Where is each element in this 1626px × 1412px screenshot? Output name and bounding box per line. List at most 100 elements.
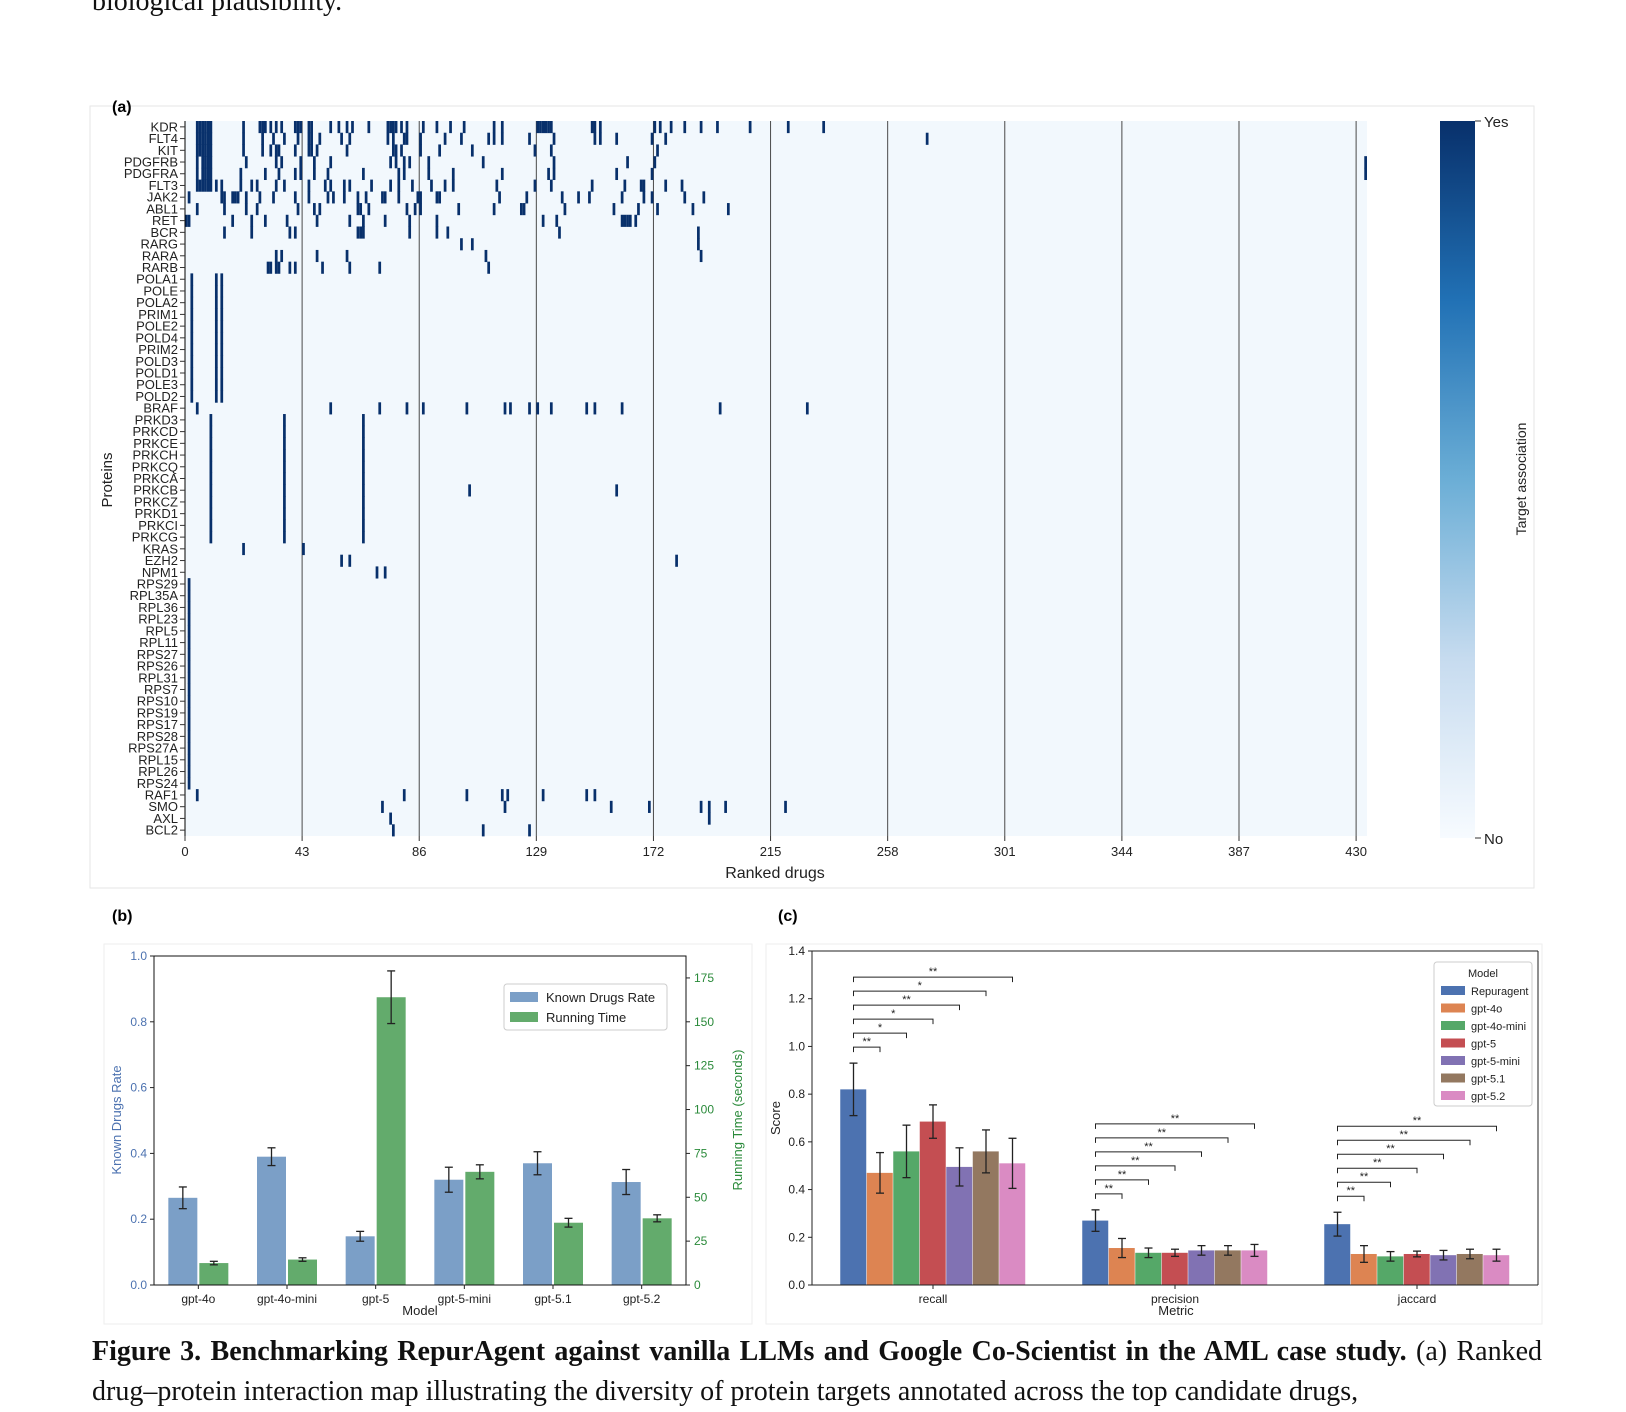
association-cell: [209, 496, 213, 509]
association-cell: [419, 203, 422, 216]
association-cell: [348, 179, 352, 192]
association-cell: [283, 425, 286, 438]
association-cell: [389, 179, 392, 192]
association-cell: [506, 789, 510, 802]
association-cell: [419, 144, 422, 157]
association-cell: [664, 132, 668, 145]
association-cell: [214, 179, 218, 192]
association-cell: [650, 132, 654, 145]
significance-mark: **: [1399, 1129, 1408, 1141]
protein-label: RPS7: [144, 682, 178, 697]
association-cell: [288, 261, 292, 274]
association-cell: [626, 214, 629, 227]
association-cell: [201, 179, 205, 192]
association-cell: [220, 285, 224, 298]
association-cell: [231, 191, 235, 204]
protein-label: RPS27A: [128, 741, 178, 756]
association-cell: [255, 203, 259, 216]
association-cell: [187, 636, 191, 649]
protein-label: PRKCZ: [134, 494, 178, 509]
protein-label: FLT4: [149, 131, 178, 146]
association-cell: [187, 601, 191, 614]
bar-running-time: [288, 1259, 317, 1285]
association-cell: [639, 179, 643, 192]
colorbar-top-label: Yes: [1484, 114, 1508, 131]
association-cell: [195, 179, 199, 192]
significance-mark: *: [891, 1008, 896, 1020]
association-cell: [209, 179, 213, 192]
association-cell: [362, 449, 365, 462]
significance-mark: **: [1144, 1141, 1153, 1153]
association-cell: [187, 648, 191, 661]
protein-label: PRIM2: [138, 342, 178, 357]
y-right-tick-label: 25: [694, 1234, 708, 1248]
association-cell: [419, 132, 422, 145]
association-cell: [408, 156, 412, 169]
association-cell: [283, 484, 286, 497]
association-cell: [549, 179, 553, 192]
bar-known-drugs-rate: [611, 1182, 641, 1285]
association-cell: [457, 203, 461, 216]
association-cell: [204, 121, 207, 134]
association-cell: [650, 167, 654, 181]
association-cell: [786, 121, 790, 134]
x-tick-label: gpt-4o-mini: [257, 1292, 317, 1306]
association-cell: [590, 121, 594, 134]
association-cell: [707, 812, 711, 825]
x-tick-label: gpt-5.1: [534, 1292, 572, 1306]
association-cell: [187, 742, 191, 755]
association-cell: [214, 308, 218, 321]
protein-label: KRAS: [143, 541, 179, 556]
association-cell: [577, 191, 580, 204]
significance-bracket: [1095, 1137, 1229, 1143]
association-cell: [321, 261, 324, 274]
association-cell: [220, 179, 224, 192]
panel-c-bar-chart: (c) recall precision jaccard 0.0 0.2 0.4 0.6 0.…: [765, 908, 1543, 1325]
y-right-tick-label: 125: [694, 1059, 714, 1073]
association-cell: [313, 167, 316, 181]
protein-label: EZH2: [145, 553, 178, 568]
association-cell: [187, 753, 191, 767]
panel-b-bars: [168, 970, 672, 1285]
association-cell: [220, 367, 224, 380]
protein-label: JAK2: [147, 190, 178, 205]
association-cell: [288, 226, 292, 239]
association-cell: [925, 132, 929, 145]
association-cell: [342, 179, 346, 192]
association-cell: [642, 179, 646, 192]
association-cell: [220, 191, 224, 204]
protein-label: RARA: [142, 248, 178, 263]
association-cell: [669, 121, 673, 134]
association-cell: [378, 402, 382, 415]
heatmap-x-axis-label: Ranked drugs: [725, 865, 825, 882]
association-cell: [549, 402, 553, 415]
legend-label: gpt-5: [1471, 1039, 1496, 1051]
legend-label: gpt-5.2: [1471, 1091, 1505, 1103]
protein-label: RARB: [142, 260, 178, 275]
association-cell: [209, 507, 213, 520]
association-cell: [283, 179, 286, 192]
association-cell: [405, 402, 409, 415]
y-tick-label: 0.2: [130, 1212, 147, 1226]
association-cell: [691, 203, 695, 216]
association-cell: [590, 179, 594, 192]
protein-label: POLD1: [135, 366, 178, 381]
x-tick-label: gpt-5.2: [623, 1292, 661, 1306]
legend-label: gpt-5-mini: [1471, 1056, 1520, 1068]
association-cell: [536, 402, 540, 415]
association-cell: [359, 203, 363, 216]
bar-known-drugs-rate: [434, 1179, 464, 1285]
association-cell: [615, 167, 619, 181]
association-cell: [190, 273, 194, 286]
legend-box: [1433, 961, 1533, 1107]
protein-label: PRKCB: [133, 483, 178, 498]
association-cell: [187, 671, 191, 685]
association-cell: [560, 191, 564, 204]
legend-swatch: [510, 992, 538, 1002]
figure-caption: Figure 3. Benchmarking RepurAgent agains…: [92, 1332, 1542, 1412]
association-cell: [187, 191, 191, 204]
association-cell: [443, 132, 447, 145]
bar-Repuragent: [840, 1089, 867, 1285]
association-cell: [329, 179, 333, 192]
association-cell: [269, 261, 273, 274]
